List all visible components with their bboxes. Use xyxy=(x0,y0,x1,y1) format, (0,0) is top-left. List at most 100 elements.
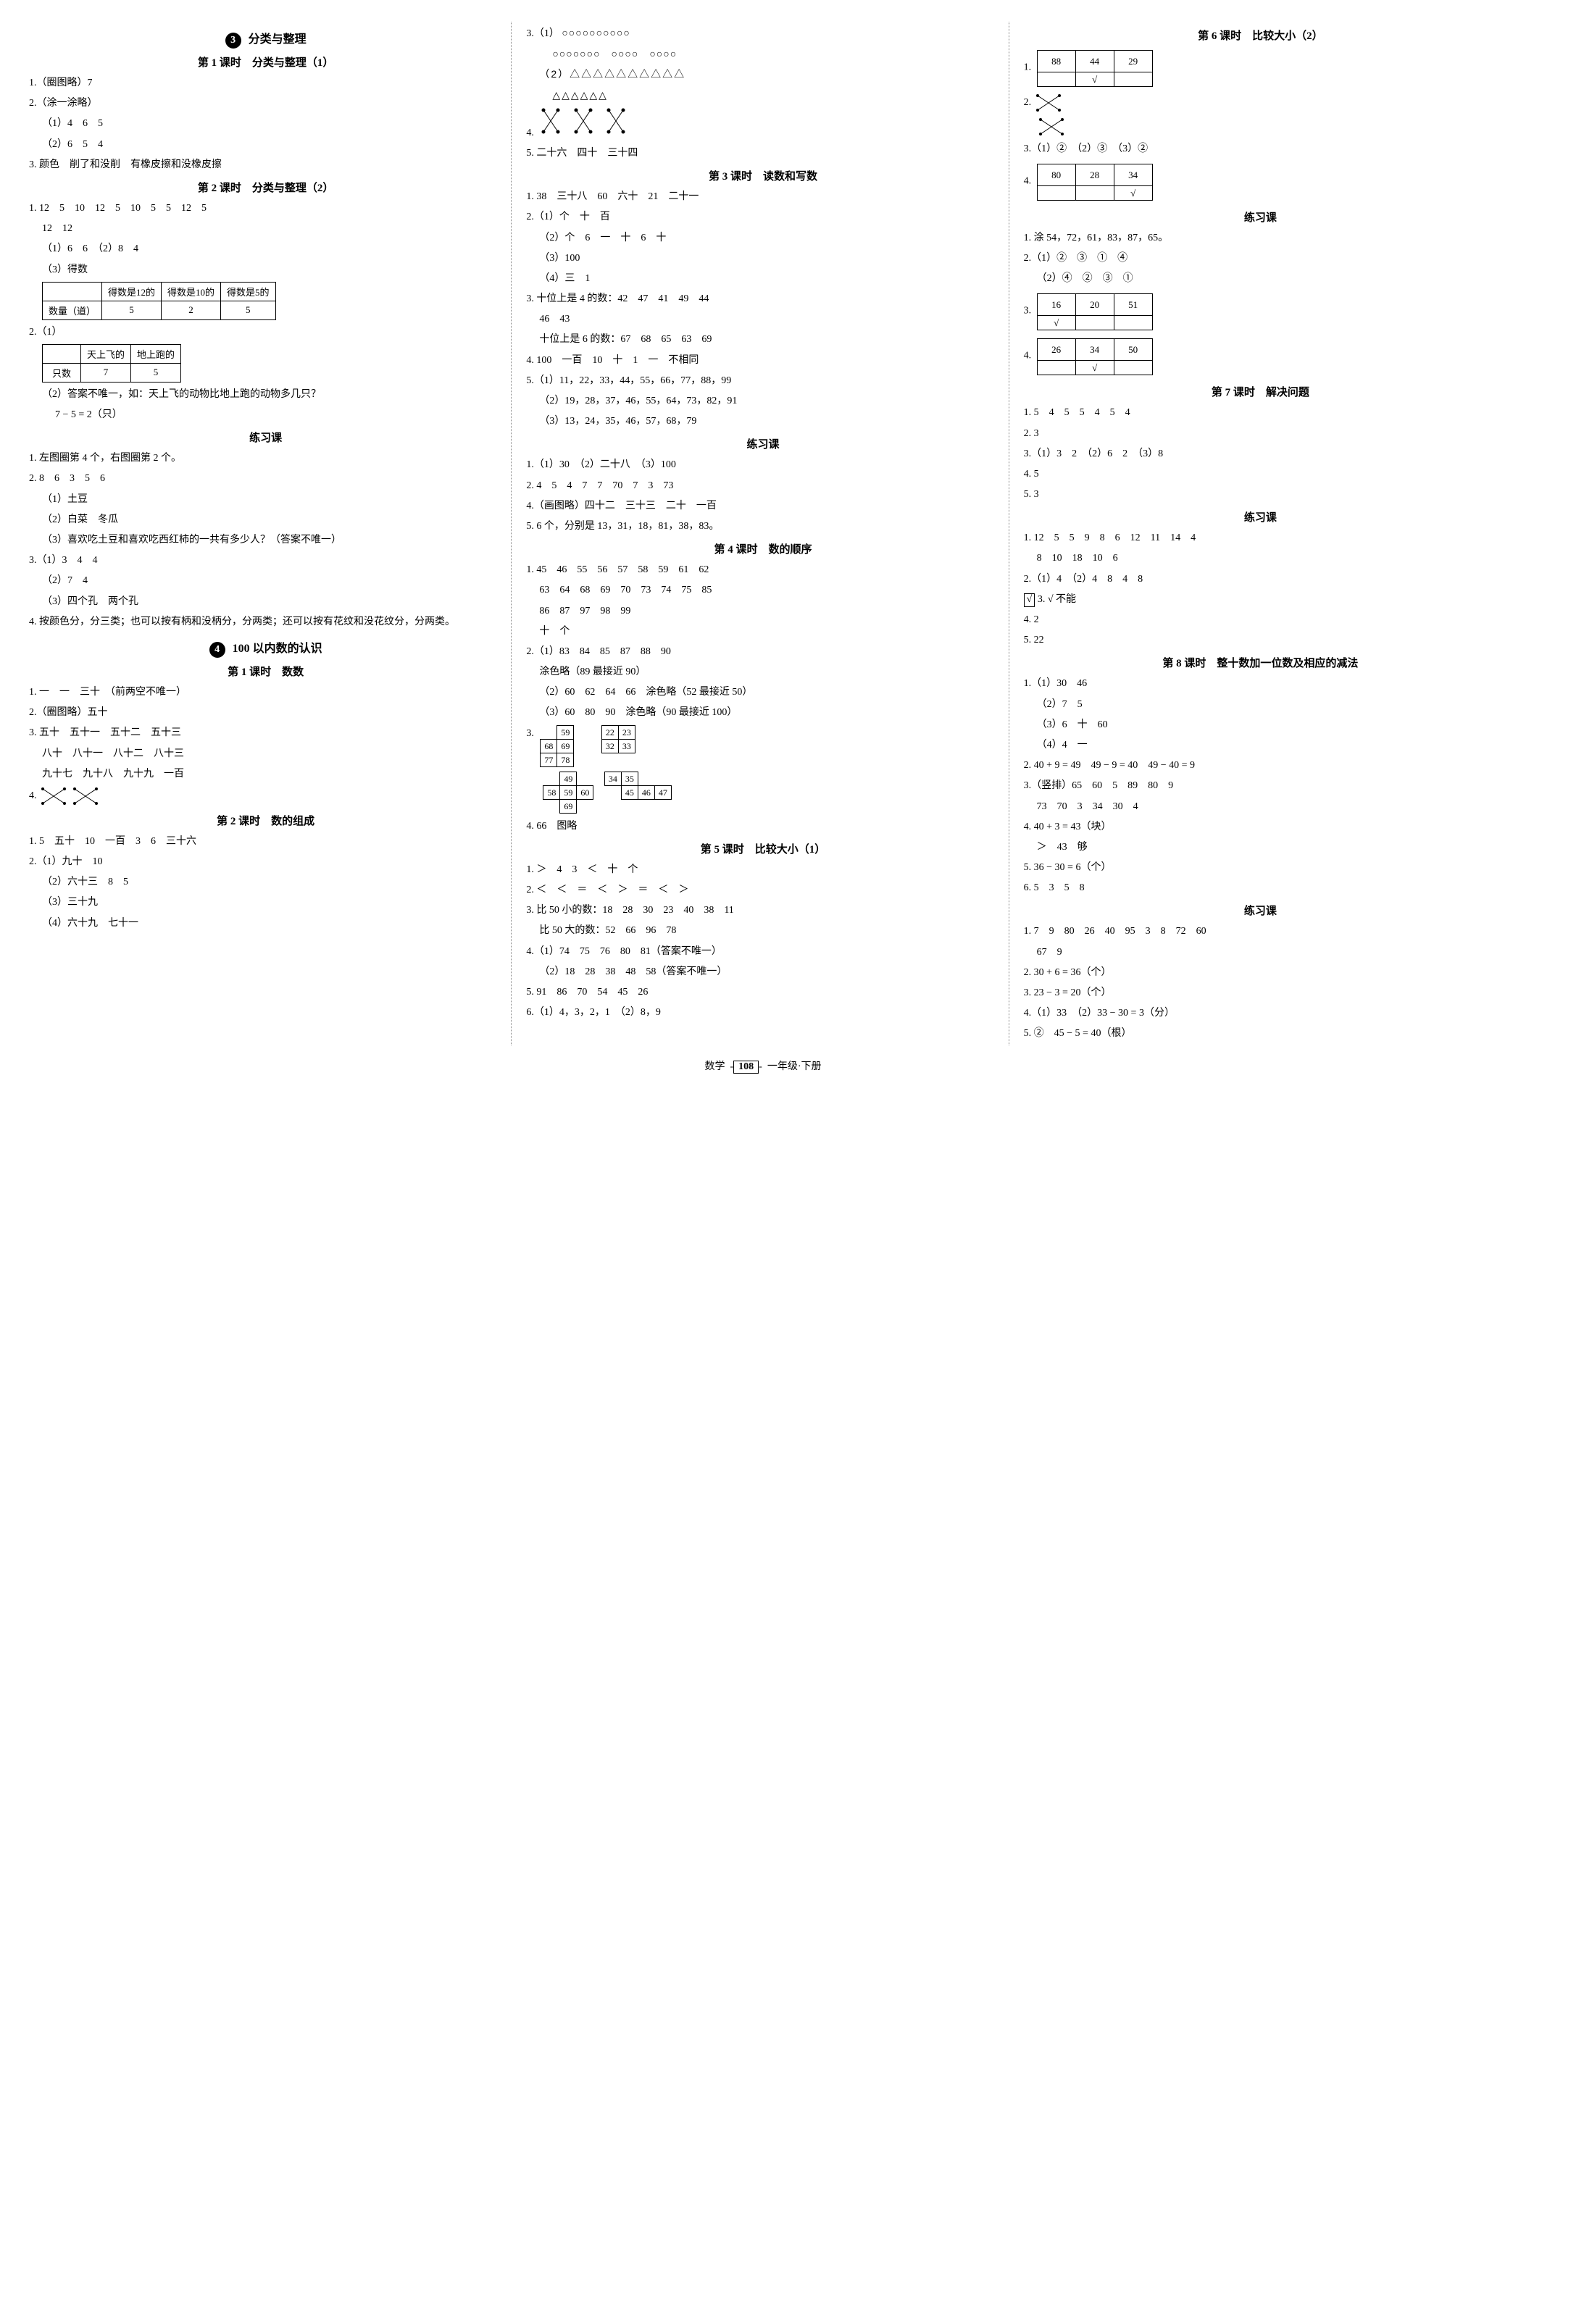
page-root: 3 分类与整理 第 1 课时 分类与整理（1） 1.（圈图略）7 2.（涂一涂略… xyxy=(29,22,1497,1045)
section-4-badge: 4 xyxy=(209,642,225,658)
ans: 67 9 xyxy=(1024,943,1497,961)
practice-title: 练习课 xyxy=(526,436,999,451)
ans: （2）④ ② ③ ① xyxy=(1024,269,1497,288)
column-3: 第 6 课时 比较大小（2） 1. 884429 √ 2. 3.（1）② （2）… xyxy=(1024,22,1497,1045)
cell xyxy=(1037,361,1075,375)
ans: 2.（1）九十 10 xyxy=(29,853,502,871)
cell xyxy=(1075,185,1114,200)
ans: 八十 八十一 八十二 八十三 xyxy=(29,745,502,763)
number-grid: 22233233 xyxy=(598,728,640,739)
cross-icon xyxy=(39,785,68,807)
ans: 4.（1）33 （2）33 − 30 = 3（分） xyxy=(1024,1004,1497,1022)
cross-row xyxy=(1024,116,1497,138)
ans: 1.（圈图略）7 xyxy=(29,74,502,92)
ans: 4. 100 一百 10 十 1 一 不相同 xyxy=(526,351,999,369)
ans: 6.（1）4，3，2，1 （2）8，9 xyxy=(526,1003,999,1021)
ans: （2）19，28，37，46，55，64，73，82，91 xyxy=(526,392,999,410)
cell xyxy=(43,344,81,363)
ans: 2.（涂一涂略） xyxy=(29,94,502,112)
q3-label: 3. xyxy=(526,728,534,739)
ans: 3. 颜色 削了和没削 有橡皮擦和没橡皮擦 xyxy=(29,156,502,174)
ans: （3）13，24，35，46，57，68，79 xyxy=(526,412,999,430)
ans: 2. ＜ ＜ ＝ ＜ ＞ ＝ ＜ ＞ xyxy=(526,881,999,899)
q3-1-label: 3.（1） xyxy=(526,28,559,39)
grids-row: 4958596069 3435454647 xyxy=(526,771,999,815)
cell xyxy=(1114,72,1152,87)
ans: 1. 5 五十 10 一百 3 6 三十六 xyxy=(29,832,502,850)
ans: 十位上是 6 的数：67 68 65 63 69 xyxy=(526,330,999,348)
column-2: 3.（1） ○○○○○○○○○○ ○○○○○○○ ○○○○ ○○○○ （2）△△… xyxy=(526,22,1009,1045)
ans: 5.（1）11，22，33，44，55，66，77，88，99 xyxy=(526,372,999,390)
ans: 1. 7 9 80 26 40 95 3 8 72 60 xyxy=(1024,922,1497,940)
ans: 5. 36 − 30 = 6（个） xyxy=(1024,858,1497,877)
ans: 2. 40 + 9 = 49 49 − 9 = 40 49 − 40 = 9 xyxy=(1024,756,1497,774)
ans: 2. xyxy=(1024,92,1497,114)
ans: 1. 涂 54，72，61，83，87，65。 xyxy=(1024,229,1497,247)
ans: （2）7 5 xyxy=(1024,695,1497,714)
q2-label: 2. xyxy=(1024,98,1032,109)
ans: 2.（圈图略）五十 xyxy=(29,703,502,722)
ans: 1. 5 4 5 5 4 5 4 xyxy=(1024,404,1497,422)
section-4-title: 4 100 以内数的认识 xyxy=(29,638,502,658)
cell xyxy=(43,282,102,301)
ans: 86 87 97 98 99 xyxy=(526,602,999,620)
ans: 8 10 18 10 6 xyxy=(1024,549,1497,567)
practice-title: 练习课 xyxy=(1024,903,1497,918)
cell: 44 xyxy=(1075,51,1114,72)
lesson-title: 第 4 课时 数的顺序 xyxy=(526,541,999,556)
ans: 1.（1）30 46 xyxy=(1024,674,1497,693)
cell: 天上飞的 xyxy=(81,344,131,363)
ans: 73 70 3 34 30 4 xyxy=(1024,798,1497,816)
cell: 34 xyxy=(1114,164,1152,185)
ans: 5. 3 xyxy=(1024,485,1497,503)
ans: 1. 一 一 三十 （前两空不唯一） xyxy=(29,683,502,701)
choice-table: 884429 √ xyxy=(1037,50,1153,87)
ans: 十 个 xyxy=(526,622,999,640)
cell: 16 xyxy=(1037,293,1075,315)
ans: 2.（1）② ③ ① ④ xyxy=(1024,249,1497,267)
lesson-3-2-title: 第 2 课时 分类与整理（2） xyxy=(29,180,502,195)
ans: （1）土豆 xyxy=(29,490,502,509)
q4-label: 4. xyxy=(1024,350,1032,361)
cell xyxy=(1037,72,1075,87)
cell xyxy=(1037,185,1075,200)
ans: 6. 5 3 5 8 xyxy=(1024,879,1497,897)
choice-table: 162051 √ xyxy=(1037,293,1153,330)
section-3-title: 3 分类与整理 xyxy=(29,29,502,49)
ans: 4. 按颜色分，分三类；也可以按有柄和没柄分，分两类；还可以按有花纹和没花纹分，… xyxy=(29,613,502,631)
lesson-title: 第 8 课时 整十数加一位数及相应的减法 xyxy=(1024,655,1497,670)
ans: （3）6 十 60 xyxy=(1024,716,1497,734)
ans: 1. ＞ 4 3 ＜ 十 个 xyxy=(526,861,999,879)
ans: （2）7 4 xyxy=(29,572,502,590)
lesson-title: 第 5 课时 比较大小（1） xyxy=(526,841,999,856)
page-footer: 数学 -108- 一年级·下册 xyxy=(29,1058,1497,1074)
triangles-row: △△△△△△ xyxy=(526,86,999,104)
ans: 1. 12 5 10 12 5 10 5 5 12 5 xyxy=(29,199,502,217)
ans: 4.（1）74 75 76 80 81（答案不唯一） xyxy=(526,942,999,961)
q1-label: 1. xyxy=(1024,62,1032,72)
lesson-3-1-title: 第 1 课时 分类与整理（1） xyxy=(29,54,502,70)
lesson-title: 第 3 课时 读数和写数 xyxy=(526,168,999,183)
cell: 29 xyxy=(1114,51,1152,72)
ans: 5. ② 45 − 5 = 40（根） xyxy=(1024,1024,1497,1042)
ans: 3. 比 50 小的数：18 28 30 23 40 38 11 xyxy=(526,901,999,919)
section-3-badge: 3 xyxy=(225,33,241,49)
section-3-text: 分类与整理 xyxy=(249,33,307,46)
ans: √ 3. √ 不能 xyxy=(1024,590,1497,609)
ans: 4. 802834 √ xyxy=(1024,161,1497,204)
ans: （2）六十三 8 5 xyxy=(29,873,502,891)
ans: （3）喜欢吃土豆和喜欢吃西红柿的一共有多少人？（答案不唯一） xyxy=(29,531,502,549)
ans: 1. 45 46 55 56 57 58 59 61 62 xyxy=(526,561,999,579)
circles-row: ○○○○○○○ ○○○○ ○○○○ xyxy=(526,45,999,63)
ans: 7 − 5 = 2（只） xyxy=(29,406,502,424)
q4-label: 4. xyxy=(526,128,534,138)
ans: 2.（1） xyxy=(29,323,502,341)
ans: 46 43 xyxy=(526,310,999,328)
footer-page: 108 xyxy=(733,1061,759,1074)
cell: 88 xyxy=(1037,51,1075,72)
practice-title: 练习课 xyxy=(1024,209,1497,225)
table-animal: 天上飞的 地上跑的 只数 7 5 xyxy=(42,344,181,383)
ans: （3）三十九 xyxy=(29,893,502,911)
cell: 得数是10的 xyxy=(162,282,221,301)
cross-icon xyxy=(1037,116,1066,138)
